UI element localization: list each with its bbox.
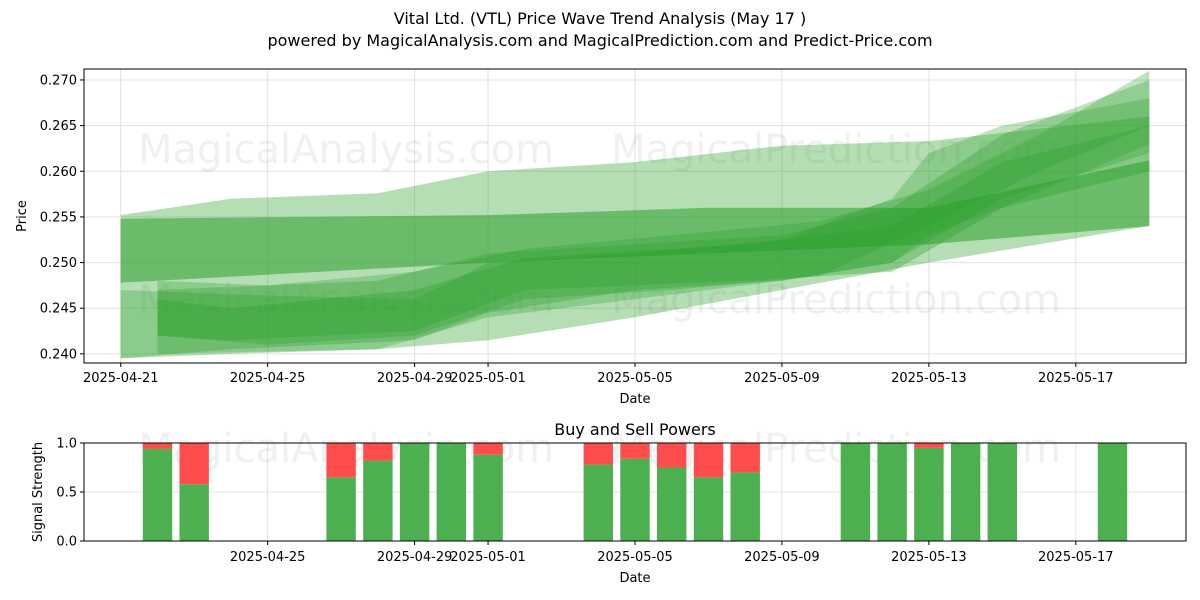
x-tick-label: 2025-04-29 [377,371,453,386]
buy-bar [693,477,724,541]
buy-bar [583,464,613,541]
buy-bar [436,443,466,541]
buy-bar [473,454,503,541]
y-tick-label: 0.265 [40,119,77,134]
buy-bar [399,443,430,541]
y-tick-label: 0.245 [40,302,77,317]
x-tick-label: 2025-05-09 [744,550,820,565]
sell-bar [179,443,209,485]
sell-bar [363,443,393,461]
x-tick-label: 2025-05-17 [1038,371,1114,386]
y-tick-label: 1.0 [56,437,77,452]
buy-bar [987,443,1017,541]
watermark-text: MagicalPrediction.com [611,277,1061,323]
y-tick-label: 0.260 [40,165,77,180]
y-axis-label: Price [15,200,30,232]
x-tick-label: 2025-04-25 [230,550,306,565]
sell-bar [583,443,613,465]
y-tick-label: 0.240 [40,347,77,362]
y-tick-label: 0.255 [40,210,77,225]
sell-bar [142,443,173,449]
sell-bar [730,443,760,473]
buy-bar [914,447,944,541]
x-tick-label: 2025-05-01 [450,550,526,565]
buy-bar [326,477,356,541]
buy-bar [950,443,981,541]
wave-band-4 [157,70,1150,345]
x-tick-label: 2025-05-13 [891,371,967,386]
y-tick-label: 0.0 [56,535,77,550]
wave-band-3 [120,98,1150,359]
sell-bar [693,443,724,478]
y-tick-label: 0.270 [40,73,77,88]
watermark-text: MagicalAnalysis.com [138,277,554,323]
wave-band-5 [157,80,1150,354]
sell-bar [657,443,687,468]
buy-bar [657,467,687,541]
buy-bar [1097,443,1128,541]
x-tick-label: 2025-05-01 [450,371,526,386]
price-chart: MagicalAnalysis.com MagicalPrediction.com… [15,68,1187,407]
x-tick-label: 2025-04-25 [230,371,306,386]
y-axis-label: Signal Strength [31,442,46,542]
sell-bar [326,443,356,478]
sell-bar [620,443,650,459]
signal-chart: MagicalAnalysis.comMagicalPrediction.com… [31,420,1187,586]
x-tick-label: 2025-04-29 [377,550,453,565]
chart-subtitle: powered by MagicalAnalysis.com and Magic… [267,31,933,50]
buy-bar [877,443,907,541]
buy-bar [179,484,209,541]
watermark-text: MagicalPrediction.com [611,127,1061,173]
x-axis-label: Date [619,392,650,407]
buy-bar [620,458,650,541]
x-tick-label: 2025-04-21 [83,371,159,386]
buy-bar [840,443,871,541]
sell-bar [914,443,944,448]
wave-band-2 [120,160,1150,283]
sell-bar [473,443,503,455]
x-tick-label: 2025-05-13 [891,550,967,565]
y-tick-label: 0.250 [40,256,77,271]
x-tick-label: 2025-05-17 [1038,550,1114,565]
x-tick-label: 2025-05-09 [744,371,820,386]
x-axis-label: Date [619,571,650,586]
wave-band-6 [157,125,1150,341]
chart-title: Vital Ltd. (VTL) Price Wave Trend Analys… [393,9,807,28]
x-tick-label: 2025-05-05 [597,371,673,386]
buy-bar [363,460,393,541]
buy-bar [142,448,173,541]
buy-bar [730,472,760,541]
x-tick-label: 2025-05-05 [597,550,673,565]
watermark-text: MagicalAnalysis.com [138,127,554,173]
signal-chart-title: Buy and Sell Powers [554,420,716,439]
y-tick-label: 0.5 [56,486,77,501]
